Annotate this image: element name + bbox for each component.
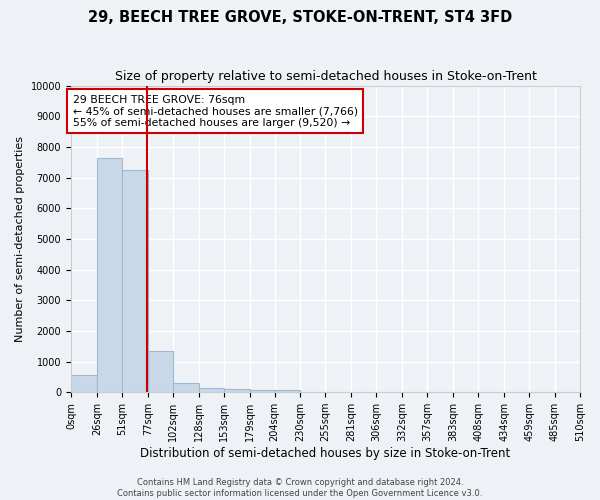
Bar <box>275 390 301 392</box>
Text: 29 BEECH TREE GROVE: 76sqm
← 45% of semi-detached houses are smaller (7,766)
55%: 29 BEECH TREE GROVE: 76sqm ← 45% of semi… <box>73 95 358 128</box>
Bar <box>97 158 122 392</box>
Title: Size of property relative to semi-detached houses in Stoke-on-Trent: Size of property relative to semi-detach… <box>115 70 536 83</box>
Text: 29, BEECH TREE GROVE, STOKE-ON-TRENT, ST4 3FD: 29, BEECH TREE GROVE, STOKE-ON-TRENT, ST… <box>88 10 512 25</box>
Bar <box>173 383 199 392</box>
Y-axis label: Number of semi-detached properties: Number of semi-detached properties <box>15 136 25 342</box>
Bar <box>250 390 275 392</box>
Bar <box>199 388 224 392</box>
X-axis label: Distribution of semi-detached houses by size in Stoke-on-Trent: Distribution of semi-detached houses by … <box>140 447 511 460</box>
Text: Contains HM Land Registry data © Crown copyright and database right 2024.
Contai: Contains HM Land Registry data © Crown c… <box>118 478 482 498</box>
Bar <box>71 376 97 392</box>
Bar <box>122 170 148 392</box>
Bar <box>224 389 250 392</box>
Bar <box>148 351 173 392</box>
